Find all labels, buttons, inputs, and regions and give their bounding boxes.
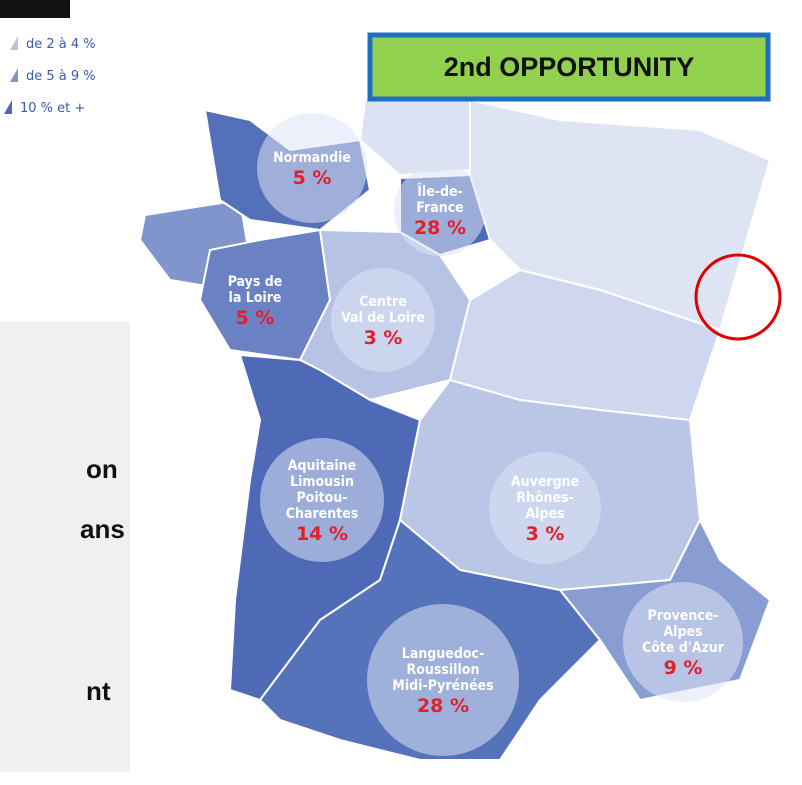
- region-name: Poitou-: [296, 490, 347, 506]
- side-text: nt: [86, 676, 111, 706]
- side-panel: [0, 322, 130, 772]
- region-value: 5 %: [236, 307, 275, 329]
- badge-box: [367, 32, 771, 102]
- highlight-circle: [694, 253, 782, 341]
- region-circle: [331, 268, 435, 372]
- region-circle: [489, 452, 601, 564]
- region-circle: [623, 582, 743, 702]
- region-value: 9 %: [664, 657, 703, 679]
- region-name: la Loire: [229, 290, 282, 306]
- region-value: 3 %: [526, 523, 565, 545]
- region-circle: [260, 438, 384, 562]
- region-name: Alpes: [525, 506, 564, 522]
- region-name: Auvergne: [511, 474, 579, 490]
- region-circle: [367, 604, 519, 756]
- side-text: ans: [80, 514, 125, 544]
- legend-label: 10 % et +: [20, 101, 85, 116]
- legend-label: de 2 à 4 %: [26, 37, 96, 52]
- region-name: Midi-Pyrénées: [392, 678, 493, 694]
- side-text: on: [86, 454, 118, 484]
- region-name: Côte d'Azur: [642, 640, 725, 656]
- legend-swatch: [10, 36, 18, 50]
- region-name: Limousin: [290, 474, 354, 490]
- region-name: Provence-: [647, 608, 718, 624]
- region-name: Languedoc-: [402, 646, 484, 662]
- region-name: Pays de: [228, 274, 283, 290]
- legend-swatch: [10, 68, 18, 82]
- region-name: Centre: [359, 294, 407, 310]
- region-name: Île-de-: [417, 183, 463, 200]
- region-name: Charentes: [286, 506, 359, 522]
- legend: de 2 à 4 % de 5 à 9 % 10 % et +: [4, 36, 96, 116]
- region-value: 5 %: [293, 167, 332, 189]
- region-value: 3 %: [364, 327, 403, 349]
- region-value: 14 %: [296, 523, 348, 545]
- region-name: France: [416, 200, 463, 216]
- region-value: 28 %: [414, 217, 466, 239]
- region-name: Alpes: [663, 624, 702, 640]
- region-name: Aquitaine: [288, 458, 356, 474]
- legend-swatch: [4, 100, 12, 114]
- region-name: Roussillon: [407, 662, 480, 678]
- region-name: Val de Loire: [341, 310, 425, 326]
- black-box: [0, 0, 70, 18]
- region-circle: [257, 113, 367, 223]
- legend-label: de 5 à 9 %: [26, 69, 96, 84]
- region-name: Normandie: [273, 150, 351, 166]
- region-name: Rhônes-: [516, 490, 574, 506]
- region-circle: [394, 164, 486, 256]
- badge-text: 2nd OPPORTUNITY: [444, 52, 695, 82]
- region-value: 28 %: [417, 695, 469, 717]
